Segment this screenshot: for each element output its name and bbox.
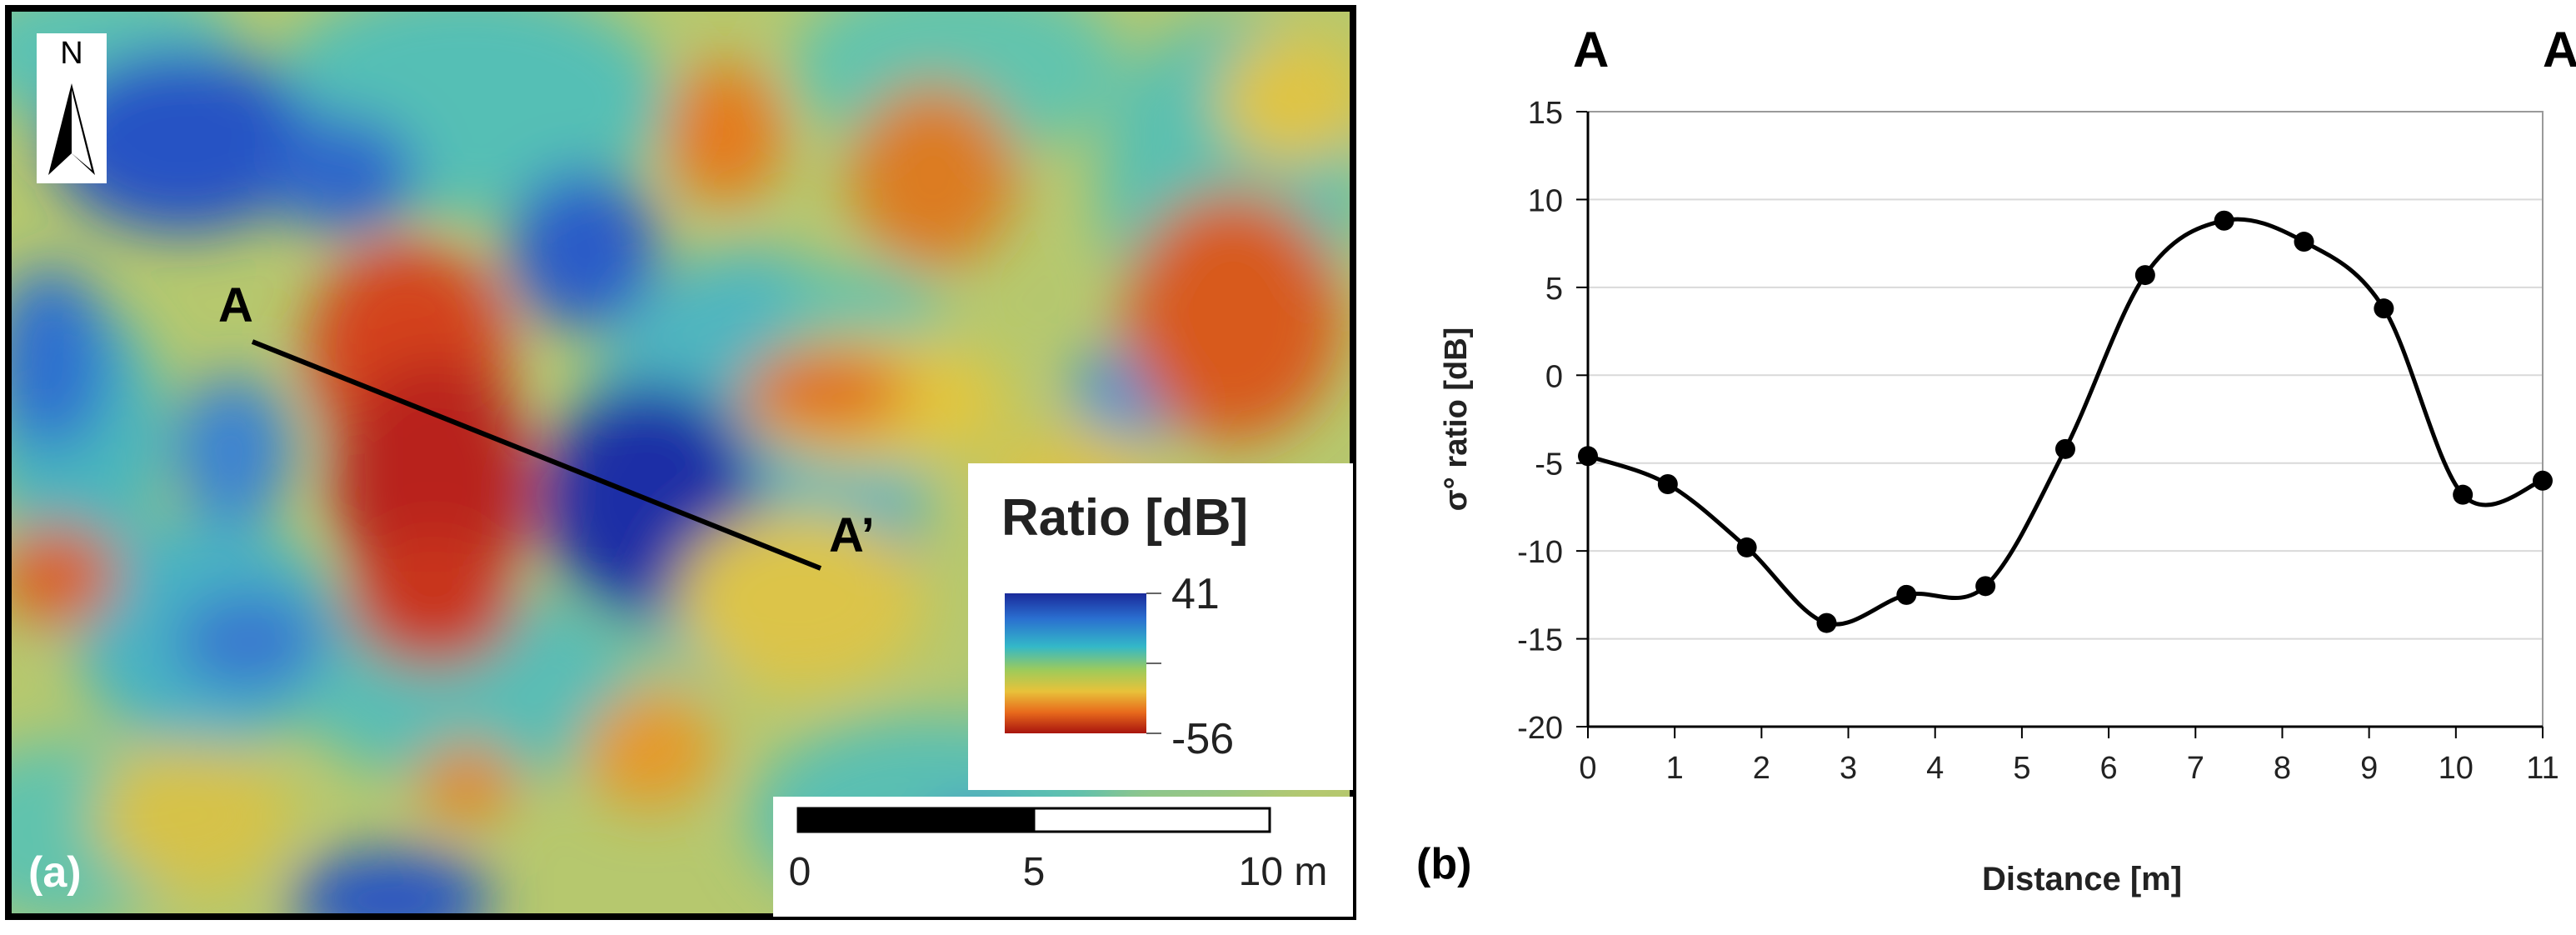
scale-bar-white-segment (1032, 807, 1271, 833)
panel-b-chart: A A’ -20 -15 -10 -5 0 5 10 15 0 1 2 3 4 5 6 7 8 9 10 11 σ°… (1416, 22, 2576, 898)
x-tick-label: 0 (1579, 751, 1596, 786)
x-tick-label: 11 (2526, 751, 2559, 786)
chart-end-label: A’ (2543, 22, 2576, 78)
legend-colorbar (1005, 593, 1146, 733)
plot-frame (1587, 111, 2544, 728)
north-arrow: N (37, 33, 107, 183)
chart-start-label: A (1573, 22, 1609, 78)
scale-bar-black-segment (798, 808, 1034, 832)
y-tick-label: 10 (1528, 183, 1563, 218)
data-point (2374, 298, 2394, 319)
panel-a-map: N A A’ Ratio [dB] 41 -56 0 5 10 m (5, 5, 1356, 920)
data-point (1975, 576, 1996, 597)
x-tick-label: 5 (2013, 751, 2030, 786)
y-tick-label: 15 (1528, 96, 1563, 131)
x-axis-label: Distance [m] (1982, 861, 2182, 898)
data-point (1657, 474, 1678, 495)
x-tick-label: 1 (1666, 751, 1684, 786)
data-point (2453, 484, 2474, 505)
panel-b-label: (b) (1416, 840, 1471, 888)
data-point (2533, 470, 2553, 491)
legend-title: Ratio [dB] (1001, 489, 1248, 547)
profile-end-label: A’ (829, 508, 875, 562)
chart-x-tick-labels: 0 1 2 3 4 5 6 7 8 9 10 11 (1579, 751, 2559, 786)
series-points (1578, 210, 2553, 633)
north-label: N (60, 36, 82, 71)
data-point (1736, 537, 1757, 558)
data-point (1578, 446, 1598, 467)
x-tick-label: 9 (2360, 751, 2378, 786)
series-line (1587, 217, 2544, 627)
x-tick-label: 7 (2187, 751, 2204, 786)
scale-label-end: 10 m (1239, 850, 1328, 894)
x-tick-label: 4 (1926, 751, 1944, 786)
data-point (2214, 210, 2234, 231)
north-arrow-icon-highlight (72, 90, 92, 170)
profile-line (251, 339, 822, 571)
profile-start-label: A (218, 278, 253, 332)
legend-max-label: 41 (1171, 570, 1220, 618)
legend-min-label: -56 (1171, 715, 1234, 763)
x-tick-label: 2 (1753, 751, 1770, 786)
y-tick-label: -20 (1517, 711, 1563, 746)
y-tick-label: -10 (1517, 535, 1563, 570)
y-tick-label: 0 (1545, 359, 1563, 394)
scale-label-0: 0 (789, 850, 811, 894)
data-point (2134, 265, 2155, 286)
x-tick-label: 3 (1840, 751, 1857, 786)
data-point (2055, 438, 2075, 459)
data-point (1896, 584, 1917, 605)
y-tick-label: -5 (1535, 448, 1563, 482)
scale-bar-outline (796, 807, 1271, 833)
data-point (2294, 232, 2314, 252)
chart-axes (1576, 111, 2544, 738)
data-point (1816, 612, 1837, 633)
panel-a-label: (a) (28, 848, 82, 897)
chart-y-tick-labels: -20 -15 -10 -5 0 5 10 15 (1517, 96, 1563, 746)
map-frame (5, 5, 1356, 920)
x-tick-label: 6 (2100, 751, 2118, 786)
legend: Ratio [dB] 41 -56 (968, 463, 1353, 790)
scale-label-mid: 5 (1023, 850, 1046, 894)
y-tick-label: 5 (1545, 272, 1563, 307)
y-axis-label: σ° ratio [dB] (1439, 328, 1474, 512)
y-tick-label: -15 (1517, 623, 1563, 658)
x-tick-label: 8 (2274, 751, 2291, 786)
chart-grid (1588, 111, 2543, 728)
scale-bar: 0 5 10 m (773, 797, 1353, 917)
x-tick-label: 10 (2439, 751, 2474, 786)
